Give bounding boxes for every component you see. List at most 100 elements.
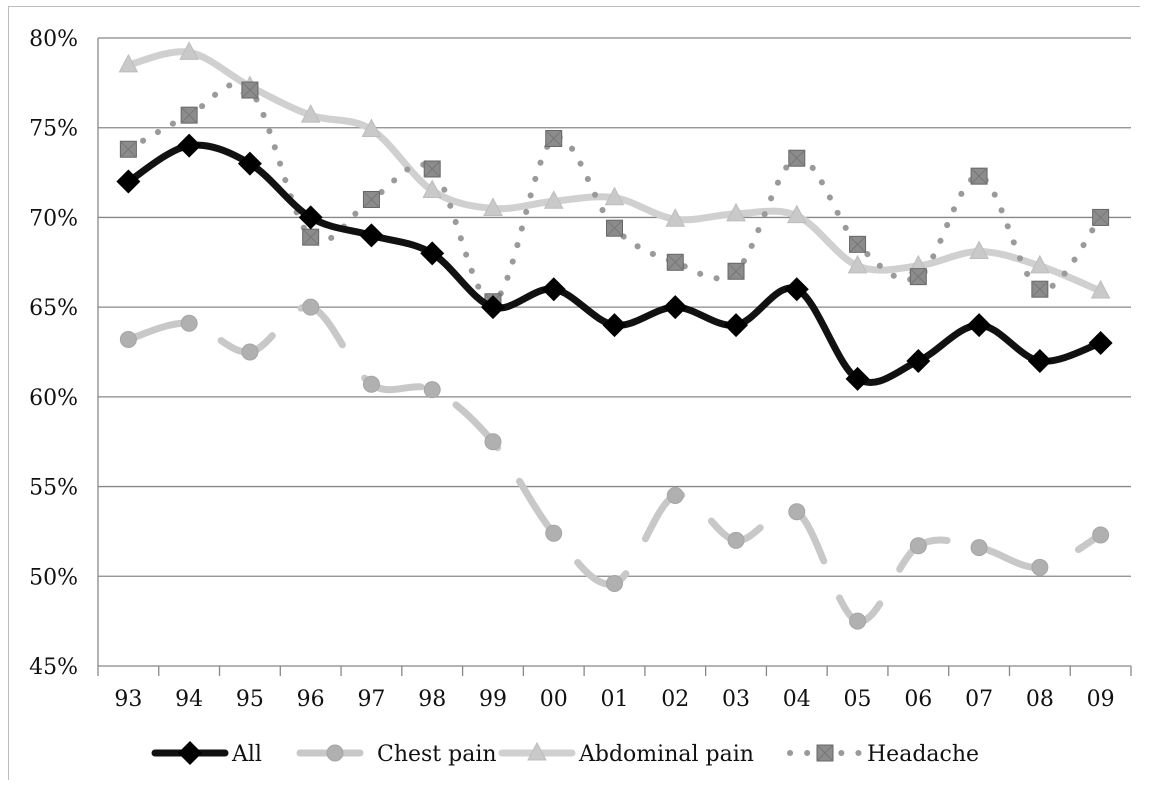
data-point-all: [420, 241, 445, 266]
x-tick-label: 02: [661, 687, 689, 712]
x-tick-label: 93: [114, 687, 142, 712]
legend-item-headache: Headache: [787, 742, 979, 767]
x-tick-label: 99: [479, 687, 507, 712]
y-tick-label: 70%: [29, 206, 78, 231]
x-tick-label: 00: [540, 687, 568, 712]
data-point-abdominal-pain: [786, 204, 807, 224]
legend-marker: [326, 744, 344, 762]
data-point-abdominal-pain: [726, 202, 746, 222]
data-point-all: [1027, 348, 1052, 373]
x-tick-label: 01: [601, 687, 629, 712]
data-point-headache: [970, 167, 988, 185]
data-point-all: [724, 313, 749, 338]
x-tick-label: 03: [722, 687, 750, 712]
data-point-headache: [545, 129, 563, 147]
data-point-chest-pain: [970, 539, 988, 557]
data-point-abdominal-pain: [483, 197, 503, 216]
data-point-all: [237, 151, 262, 176]
legend-label: Abdominal pain: [578, 742, 754, 767]
data-point-chest-pain: [302, 298, 320, 316]
legend-item-all: All: [151, 741, 262, 767]
data-point-all: [602, 313, 627, 338]
legend-label: Headache: [867, 742, 979, 767]
x-tick-label: 95: [236, 687, 264, 712]
legend-marker: [816, 744, 834, 762]
data-point-all: [480, 295, 505, 320]
data-point-headache: [666, 253, 684, 271]
data-point-all: [663, 295, 688, 320]
data-point-headache: [909, 268, 927, 286]
data-point-abdominal-pain: [300, 104, 321, 123]
data-point-headache: [180, 106, 198, 124]
data-point-chest-pain: [1031, 558, 1049, 576]
data-point-chest-pain: [119, 330, 137, 348]
data-point-all: [298, 205, 323, 230]
data-point-headache: [241, 81, 259, 99]
data-point-abdominal-pain: [179, 41, 199, 60]
data-point-headache: [849, 235, 867, 253]
x-tick-label: 97: [357, 687, 385, 712]
legend-label: All: [231, 742, 262, 767]
data-point-abdominal-pain: [969, 240, 989, 260]
data-point-abdominal-pain: [1090, 279, 1111, 299]
data-point-abdominal-pain: [604, 186, 625, 206]
chart-frame: [8, 6, 1140, 780]
data-point-chest-pain: [606, 574, 623, 592]
data-point-all: [116, 169, 141, 194]
data-point-all: [784, 277, 809, 302]
data-point-abdominal-pain: [118, 53, 139, 73]
data-point-all: [177, 133, 202, 158]
legend-item-abdominal-pain: Abdominal pain: [498, 741, 754, 767]
legend-marker: [178, 741, 202, 765]
data-point-chest-pain: [180, 314, 198, 332]
legend-item-chest-pain: Chest pain: [296, 742, 497, 767]
data-point-headache: [788, 149, 806, 167]
x-tick-label: 07: [965, 687, 993, 712]
data-point-chest-pain: [849, 612, 867, 630]
series-line-chest-pain: [124, 303, 1105, 625]
data-point-chest-pain: [241, 343, 259, 361]
data-point-chest-pain: [362, 375, 380, 393]
y-tick-label: 45%: [29, 655, 78, 680]
data-point-headache: [362, 190, 380, 208]
data-point-chest-pain: [666, 487, 684, 505]
data-point-headache: [119, 140, 137, 158]
legend-label: Chest pain: [377, 742, 497, 767]
y-tick-label: 80%: [29, 27, 78, 52]
data-point-headache: [302, 228, 320, 246]
series-line-all: [124, 141, 1105, 386]
data-point-abdominal-pain: [1030, 254, 1050, 274]
y-tick-label: 75%: [29, 117, 78, 142]
y-tick-label: 65%: [29, 296, 78, 321]
data-point-all: [906, 348, 931, 373]
data-point-all: [967, 313, 992, 338]
data-point-all: [845, 366, 870, 391]
data-point-chest-pain: [909, 537, 927, 555]
series-line-abdominal-pain: [124, 48, 1105, 295]
data-point-chest-pain: [484, 433, 502, 451]
data-point-headache: [1092, 208, 1110, 226]
x-tick-label: 98: [418, 687, 446, 712]
x-tick-label: 94: [175, 687, 203, 712]
data-point-chest-pain: [788, 503, 806, 521]
x-tick-label: 04: [783, 687, 811, 712]
data-point-chest-pain: [545, 524, 563, 542]
data-point-chest-pain: [423, 381, 441, 399]
data-point-abdominal-pain: [361, 118, 382, 138]
data-point-all: [359, 223, 384, 248]
data-point-headache: [423, 160, 441, 178]
data-point-headache: [1031, 280, 1049, 298]
x-tick-label: 05: [844, 687, 872, 712]
data-point-abdominal-pain: [422, 179, 443, 199]
data-point-abdominal-pain: [665, 208, 686, 227]
data-point-all: [1088, 331, 1113, 356]
y-tick-label: 60%: [29, 386, 78, 411]
x-tick-label: 06: [904, 687, 932, 712]
series-line-headache: [125, 80, 1104, 305]
data-point-headache: [606, 219, 623, 237]
x-tick-label: 96: [297, 687, 325, 712]
x-tick-label: 08: [1026, 687, 1054, 712]
data-point-abdominal-pain: [543, 190, 564, 209]
legend-marker: [527, 741, 547, 761]
